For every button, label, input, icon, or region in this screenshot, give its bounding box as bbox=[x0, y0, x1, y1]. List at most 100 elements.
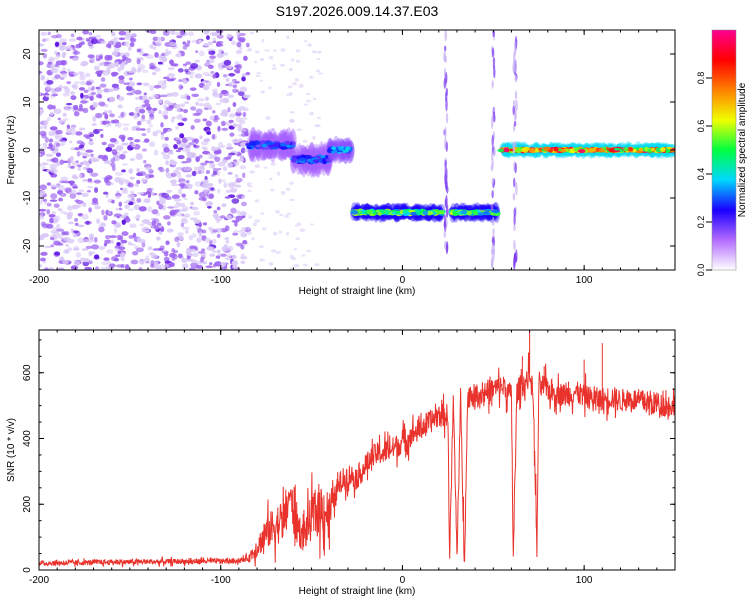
spectral-blob bbox=[118, 78, 125, 84]
spectral-blob bbox=[138, 108, 146, 114]
spectral-blob bbox=[98, 55, 103, 60]
spectral-blob bbox=[176, 174, 182, 179]
spectral-blob bbox=[203, 107, 210, 111]
snr-axes: -200 -100 0 100 0 200 400 600 bbox=[22, 330, 676, 586]
signal-core bbox=[578, 149, 586, 154]
spectral-blob bbox=[39, 208, 47, 212]
spectral-blob bbox=[177, 147, 184, 150]
spectral-blob bbox=[291, 257, 296, 260]
spectral-blob bbox=[169, 41, 177, 47]
spectral-blob bbox=[146, 106, 153, 111]
signal-core bbox=[265, 141, 274, 146]
spectral-blob bbox=[53, 203, 60, 208]
spectral-blob bbox=[242, 107, 249, 112]
spectral-blob bbox=[194, 181, 202, 187]
spectral-blob bbox=[136, 247, 144, 253]
spectral-blob bbox=[134, 106, 140, 113]
spectral-blob bbox=[138, 105, 145, 110]
spectral-blob bbox=[212, 37, 217, 42]
spectral-blob bbox=[191, 93, 200, 98]
spectral-blob bbox=[289, 181, 295, 185]
spectral-blob bbox=[162, 204, 167, 211]
spectral-blob bbox=[46, 208, 51, 215]
vertical-streak bbox=[444, 30, 447, 42]
spectral-blob bbox=[206, 131, 212, 135]
spectral-blob bbox=[234, 184, 242, 188]
spectral-blob bbox=[50, 193, 58, 200]
spectral-blob bbox=[124, 179, 130, 185]
spectral-blob bbox=[232, 88, 239, 93]
spectral-blob bbox=[169, 252, 176, 258]
signal-core bbox=[638, 147, 644, 152]
spectral-blob bbox=[53, 147, 59, 153]
spectral-blob bbox=[77, 224, 85, 228]
spectral-blob bbox=[40, 251, 48, 256]
spectral-blob bbox=[163, 104, 167, 110]
spectral-blob bbox=[117, 250, 122, 255]
spectral-blob bbox=[214, 115, 219, 118]
spectral-blob bbox=[220, 261, 226, 267]
spectral-blob bbox=[40, 221, 46, 227]
spectral-blob bbox=[295, 237, 300, 241]
spectral-blob bbox=[278, 230, 282, 234]
spectral-blob bbox=[170, 183, 179, 187]
spectral-blob bbox=[247, 226, 251, 231]
spectral-blob bbox=[254, 60, 258, 64]
signal-core bbox=[438, 210, 445, 215]
spectral-blob bbox=[290, 58, 295, 62]
spectral-blob bbox=[212, 93, 221, 98]
spectral-blob bbox=[71, 84, 77, 89]
spectral-blob bbox=[245, 42, 250, 48]
signal-core bbox=[548, 148, 554, 153]
spectral-blob bbox=[121, 231, 129, 237]
spectral-blob bbox=[39, 184, 47, 191]
spectral-blob bbox=[64, 105, 69, 110]
spectral-blob bbox=[92, 116, 97, 122]
spectral-blob bbox=[221, 179, 226, 183]
spectral-blob bbox=[166, 189, 173, 193]
spectral-blob bbox=[66, 102, 73, 106]
spectral-blob bbox=[124, 204, 130, 209]
spectral-blob bbox=[212, 238, 217, 244]
spectral-blob bbox=[128, 234, 135, 239]
spectral-blob bbox=[78, 189, 85, 193]
spectral-blob bbox=[143, 138, 150, 143]
spectral-blob bbox=[44, 119, 49, 125]
spectral-blob bbox=[85, 245, 93, 249]
spectral-blob bbox=[50, 63, 56, 68]
spectral-blob bbox=[149, 124, 153, 128]
spectral-blob bbox=[192, 233, 197, 238]
spectral-blob bbox=[138, 206, 147, 212]
vertical-streak bbox=[491, 47, 495, 58]
spectral-blob bbox=[182, 143, 188, 148]
spectral-blob bbox=[82, 202, 87, 207]
spectral-blob bbox=[157, 99, 163, 104]
spectral-blob bbox=[226, 143, 232, 148]
spectral-blob bbox=[240, 201, 247, 207]
spectral-blob bbox=[216, 34, 224, 39]
spectral-blob bbox=[228, 81, 233, 88]
spectral-blob bbox=[39, 143, 43, 147]
spectral-blob bbox=[213, 117, 220, 120]
spectral-blob bbox=[44, 267, 49, 270]
spectral-blob bbox=[286, 35, 290, 40]
spectral-blob bbox=[240, 260, 246, 264]
spectral-blob bbox=[114, 213, 122, 217]
spectral-blob bbox=[315, 124, 321, 128]
colorbar-gradient bbox=[712, 30, 736, 270]
vertical-streak bbox=[490, 115, 494, 130]
spectral-blob bbox=[137, 192, 145, 195]
spectral-blob bbox=[106, 249, 114, 254]
signal-core bbox=[280, 142, 286, 147]
spectral-blob bbox=[128, 169, 133, 174]
spectral-blob bbox=[98, 226, 105, 233]
spectral-blob bbox=[62, 160, 69, 164]
spectral-blob bbox=[84, 154, 92, 157]
spectral-blob bbox=[66, 81, 72, 85]
spectral-blob bbox=[309, 111, 314, 116]
spectral-blob bbox=[290, 110, 295, 114]
spectral-blob bbox=[214, 261, 222, 267]
spectral-blob bbox=[70, 189, 77, 194]
spectral-blob bbox=[202, 222, 208, 226]
spectral-blob bbox=[215, 255, 221, 259]
